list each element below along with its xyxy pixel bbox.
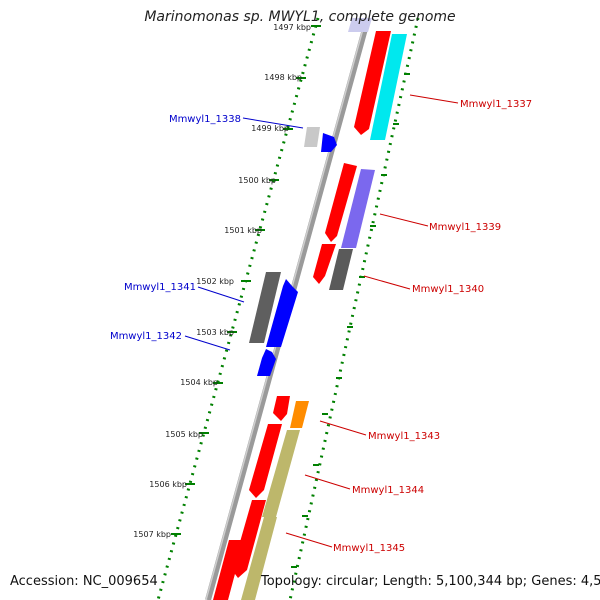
cds-orange-1343[interactable] [290,401,309,428]
tick-label: 1504 kbp [180,378,218,387]
cds-red-1345[interactable] [232,500,266,578]
tick-label: 1503 kbp [196,328,234,337]
leader-1343 [319,420,367,436]
tick-label: 1502 kbp [196,277,234,286]
map-title: Marinomonas sp. MWYL1, complete genome [144,9,456,25]
tick-label: 1501 kbp [224,226,262,235]
left-dotted-track [156,17,320,600]
right-dotted-track [288,17,420,600]
tick-labels: 1497 kbp 1498 kbp 1499 kbp 1500 kbp 1501… [133,23,311,539]
axis-ticks [171,25,321,535]
cds-red-bottom[interactable] [213,540,244,600]
gene-label-1338[interactable]: Mmwyl1_1338 [169,114,241,125]
cds-purple-1339[interactable] [341,169,375,248]
gene-label-1339[interactable]: Mmwyl1_1339 [429,222,501,233]
cds-red-1344[interactable] [249,424,282,498]
leader-1339 [379,213,429,227]
tick-label: 1498 kbp [264,73,302,82]
topology-text: Topology: circular; Length: 5,100,344 bp… [261,574,600,589]
gene-label-1345[interactable]: Mmwyl1_1345 [333,543,405,554]
cds-red-1339[interactable] [325,163,357,242]
cds-blue-1341[interactable] [266,279,298,347]
cds-khaki-1345[interactable] [241,517,277,600]
cds-red-1343[interactable] [273,396,290,421]
cds-red-1340[interactable] [313,244,336,284]
gene-label-1340[interactable]: Mmwyl1_1340 [412,284,484,295]
gene-label-1341[interactable]: Mmwyl1_1341 [124,282,196,293]
gene-label-1344[interactable]: Mmwyl1_1344 [352,485,424,496]
cds-blue-1338[interactable] [321,133,337,152]
tick-label: 1500 kbp [238,176,276,185]
cds-blue-1342[interactable] [257,349,276,376]
cds-red-1337[interactable] [354,31,391,135]
tick-label: 1499 kbp [251,124,289,133]
gene-label-1342[interactable]: Mmwyl1_1342 [110,331,182,342]
leader-1341 [197,286,245,303]
tick-label: 1497 kbp [273,23,311,32]
gene-label-1343[interactable]: Mmwyl1_1343 [368,431,440,442]
tick-label: 1506 kbp [149,480,187,489]
cds-gray-1341[interactable] [249,272,281,343]
tick-label: 1505 kbp [165,430,203,439]
faded-feature [348,18,372,32]
tick-label: 1507 kbp [133,530,171,539]
leader-1338 [242,117,304,129]
cds-lightgray-1338[interactable] [304,127,320,147]
accession-text: Accession: NC_009654 [10,574,158,589]
leader-1344 [304,474,351,490]
cds-gray-1340[interactable] [329,249,353,290]
cds-cyan-1337[interactable] [370,34,407,140]
right-track-ticks [291,73,410,568]
leader-1337 [409,94,459,104]
leader-1342 [184,335,231,351]
gene-label-1337[interactable]: Mmwyl1_1337 [460,99,532,110]
leader-1345 [285,532,333,548]
cds-khaki-1344[interactable] [262,430,300,517]
leader-1340 [363,275,411,290]
